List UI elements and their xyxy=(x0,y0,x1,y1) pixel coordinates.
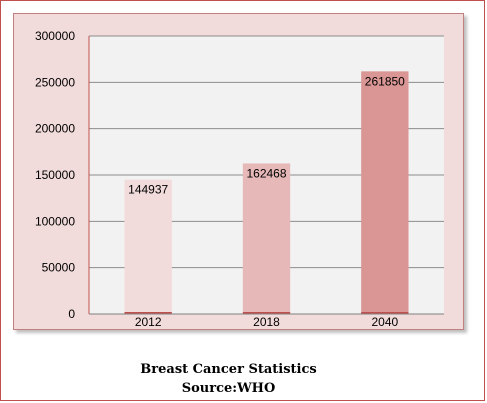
chart-caption: Breast Cancer Statistics Source:WHO xyxy=(0,360,487,398)
x-tick-label: 2012 xyxy=(135,315,162,329)
y-tick-label: 250000 xyxy=(35,75,75,89)
y-tick-label: 0 xyxy=(68,307,75,321)
y-tick-label: 150000 xyxy=(35,168,75,182)
x-tick-label: 2018 xyxy=(253,315,280,329)
chart-area: 0 50000 100000 150000 200000 250000 300000 201… xyxy=(13,13,464,330)
y-tick-label: 300000 xyxy=(35,29,75,43)
bar-2012 xyxy=(124,179,172,314)
x-tick-labels: 2012 2018 2040 xyxy=(135,315,399,329)
chart-source: Source:WHO xyxy=(181,381,276,396)
bar-base-accent xyxy=(242,312,291,314)
bar-base-accent xyxy=(361,312,409,314)
data-labels: 144937 162468 261850 xyxy=(128,74,405,196)
y-tick-label: 50000 xyxy=(42,261,76,275)
y-tick-label: 100000 xyxy=(35,214,75,228)
chart-title: Breast Cancer Statistics xyxy=(140,362,317,377)
bar-2018 xyxy=(242,163,291,314)
y-tick-label: 200000 xyxy=(35,122,75,136)
bar-base-accent xyxy=(124,312,172,314)
y-tick-labels: 0 50000 100000 150000 200000 250000 300000 xyxy=(35,29,75,321)
bar-2040 xyxy=(361,71,409,315)
data-label: 261850 xyxy=(365,74,405,88)
bar-chart: 0 50000 100000 150000 200000 250000 300000 201… xyxy=(35,29,444,329)
data-label: 162468 xyxy=(246,166,286,180)
data-label: 144937 xyxy=(128,183,168,197)
bars xyxy=(124,71,409,315)
x-tick-label: 2040 xyxy=(371,315,398,329)
